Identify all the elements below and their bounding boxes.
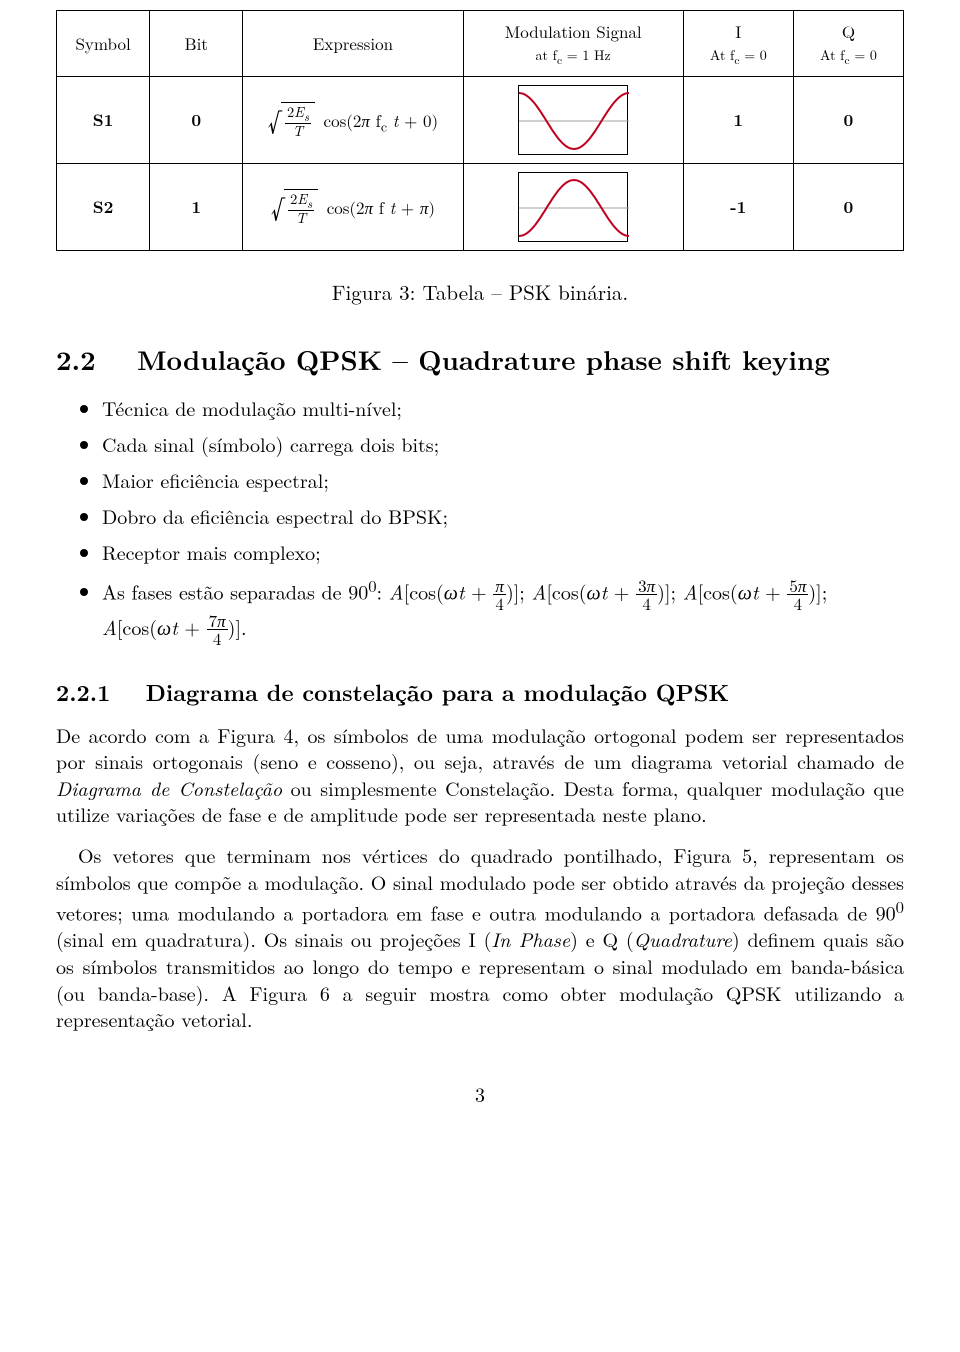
th-q-label: Q xyxy=(842,19,855,43)
th-symbol: Symbol xyxy=(57,11,150,77)
cell-i: 1 xyxy=(683,76,793,163)
para2-sup: 0 xyxy=(896,894,904,918)
cell-expression: √ 2EsT cos(2π fc t + 0) xyxy=(243,76,463,163)
page-number: 3 xyxy=(56,1079,904,1108)
cell-i: -1 xyxy=(683,163,793,250)
bullet-list: Técnica de modulação multi-nível; Cada si… xyxy=(56,394,904,647)
list-item: Maior eficiência espectral; xyxy=(102,466,904,493)
para2-c: ) e Q ( xyxy=(570,924,634,953)
para2-a: Os vetores que terminam nos vértices do … xyxy=(56,840,904,927)
page: Symbol Bit Expression Modulation Signal … xyxy=(0,10,960,1148)
subsection-num: 2.2.1 xyxy=(56,675,110,708)
th-i-label: I xyxy=(735,19,741,43)
th-signal-sub: at fc = 1 Hz xyxy=(470,45,677,68)
th-q-sub: At fc = 0 xyxy=(800,45,897,68)
paragraph-2: Os vetores que terminam nos vértices do … xyxy=(56,842,904,1033)
cell-symbol: S1 xyxy=(57,76,150,163)
cell-bit: 0 xyxy=(150,76,243,163)
th-q: Q At fc = 0 xyxy=(793,11,903,77)
para2-quad: Quadrature xyxy=(634,924,732,953)
th-i: I At fc = 0 xyxy=(683,11,793,77)
list-item: Cada sinal (símbolo) carrega dois bits; xyxy=(102,430,904,457)
th-expression: Expression xyxy=(243,11,463,77)
para2-b: (sinal em quadratura). Os sinais ou proj… xyxy=(56,924,491,953)
th-signal: Modulation Signal at fc = 1 Hz xyxy=(463,11,683,77)
section-heading: 2.2 Modulação QPSK – Quadrature phase sh… xyxy=(56,339,904,378)
table-row: S10 √ 2EsT cos(2π fc t + 0) 10 xyxy=(57,76,904,163)
cell-q: 0 xyxy=(793,163,903,250)
section-num: 2.2 xyxy=(56,339,96,378)
list-item: Receptor mais complexo; xyxy=(102,538,904,565)
cell-q: 0 xyxy=(793,76,903,163)
table-header-row: Symbol Bit Expression Modulation Signal … xyxy=(57,11,904,77)
cell-symbol: S2 xyxy=(57,163,150,250)
subsection-title: Diagrama de constelação para a modulação… xyxy=(146,675,730,708)
table-row: S21 √ 2EsT cos(2π f t + π) -10 xyxy=(57,163,904,250)
list-item: Técnica de modulação multi-nível; xyxy=(102,394,904,421)
cell-expression: √ 2EsT cos(2π f t + π) xyxy=(243,163,463,250)
waveform-icon xyxy=(518,172,628,242)
list-item-phases: As fases estão separadas de 900: A[cos(ω… xyxy=(102,574,904,647)
cell-bit: 1 xyxy=(150,163,243,250)
paragraph-1: De acordo com a Figura 4, os símbolos de… xyxy=(56,722,904,828)
cell-signal xyxy=(463,76,683,163)
th-i-sub: At fc = 0 xyxy=(690,45,787,68)
subsection-heading: 2.2.1 Diagrama de constelação para a mod… xyxy=(56,675,904,708)
para2-in-phase: In Phase xyxy=(491,924,570,953)
table-body: S10 √ 2EsT cos(2π fc t + 0) 10S21 √ 2EsT… xyxy=(57,76,904,250)
th-signal-label: Modulation Signal xyxy=(505,19,642,43)
waveform-icon xyxy=(518,85,628,155)
th-bit: Bit xyxy=(150,11,243,77)
psk-table: Symbol Bit Expression Modulation Signal … xyxy=(56,10,904,251)
section-title: Modulação QPSK – Quadrature phase shift … xyxy=(137,339,830,378)
figure-caption: Figura 3: Tabela – PSK binária. xyxy=(56,277,904,307)
cell-signal xyxy=(463,163,683,250)
list-item: Dobro da eficiência espectral do BPSK; xyxy=(102,502,904,529)
